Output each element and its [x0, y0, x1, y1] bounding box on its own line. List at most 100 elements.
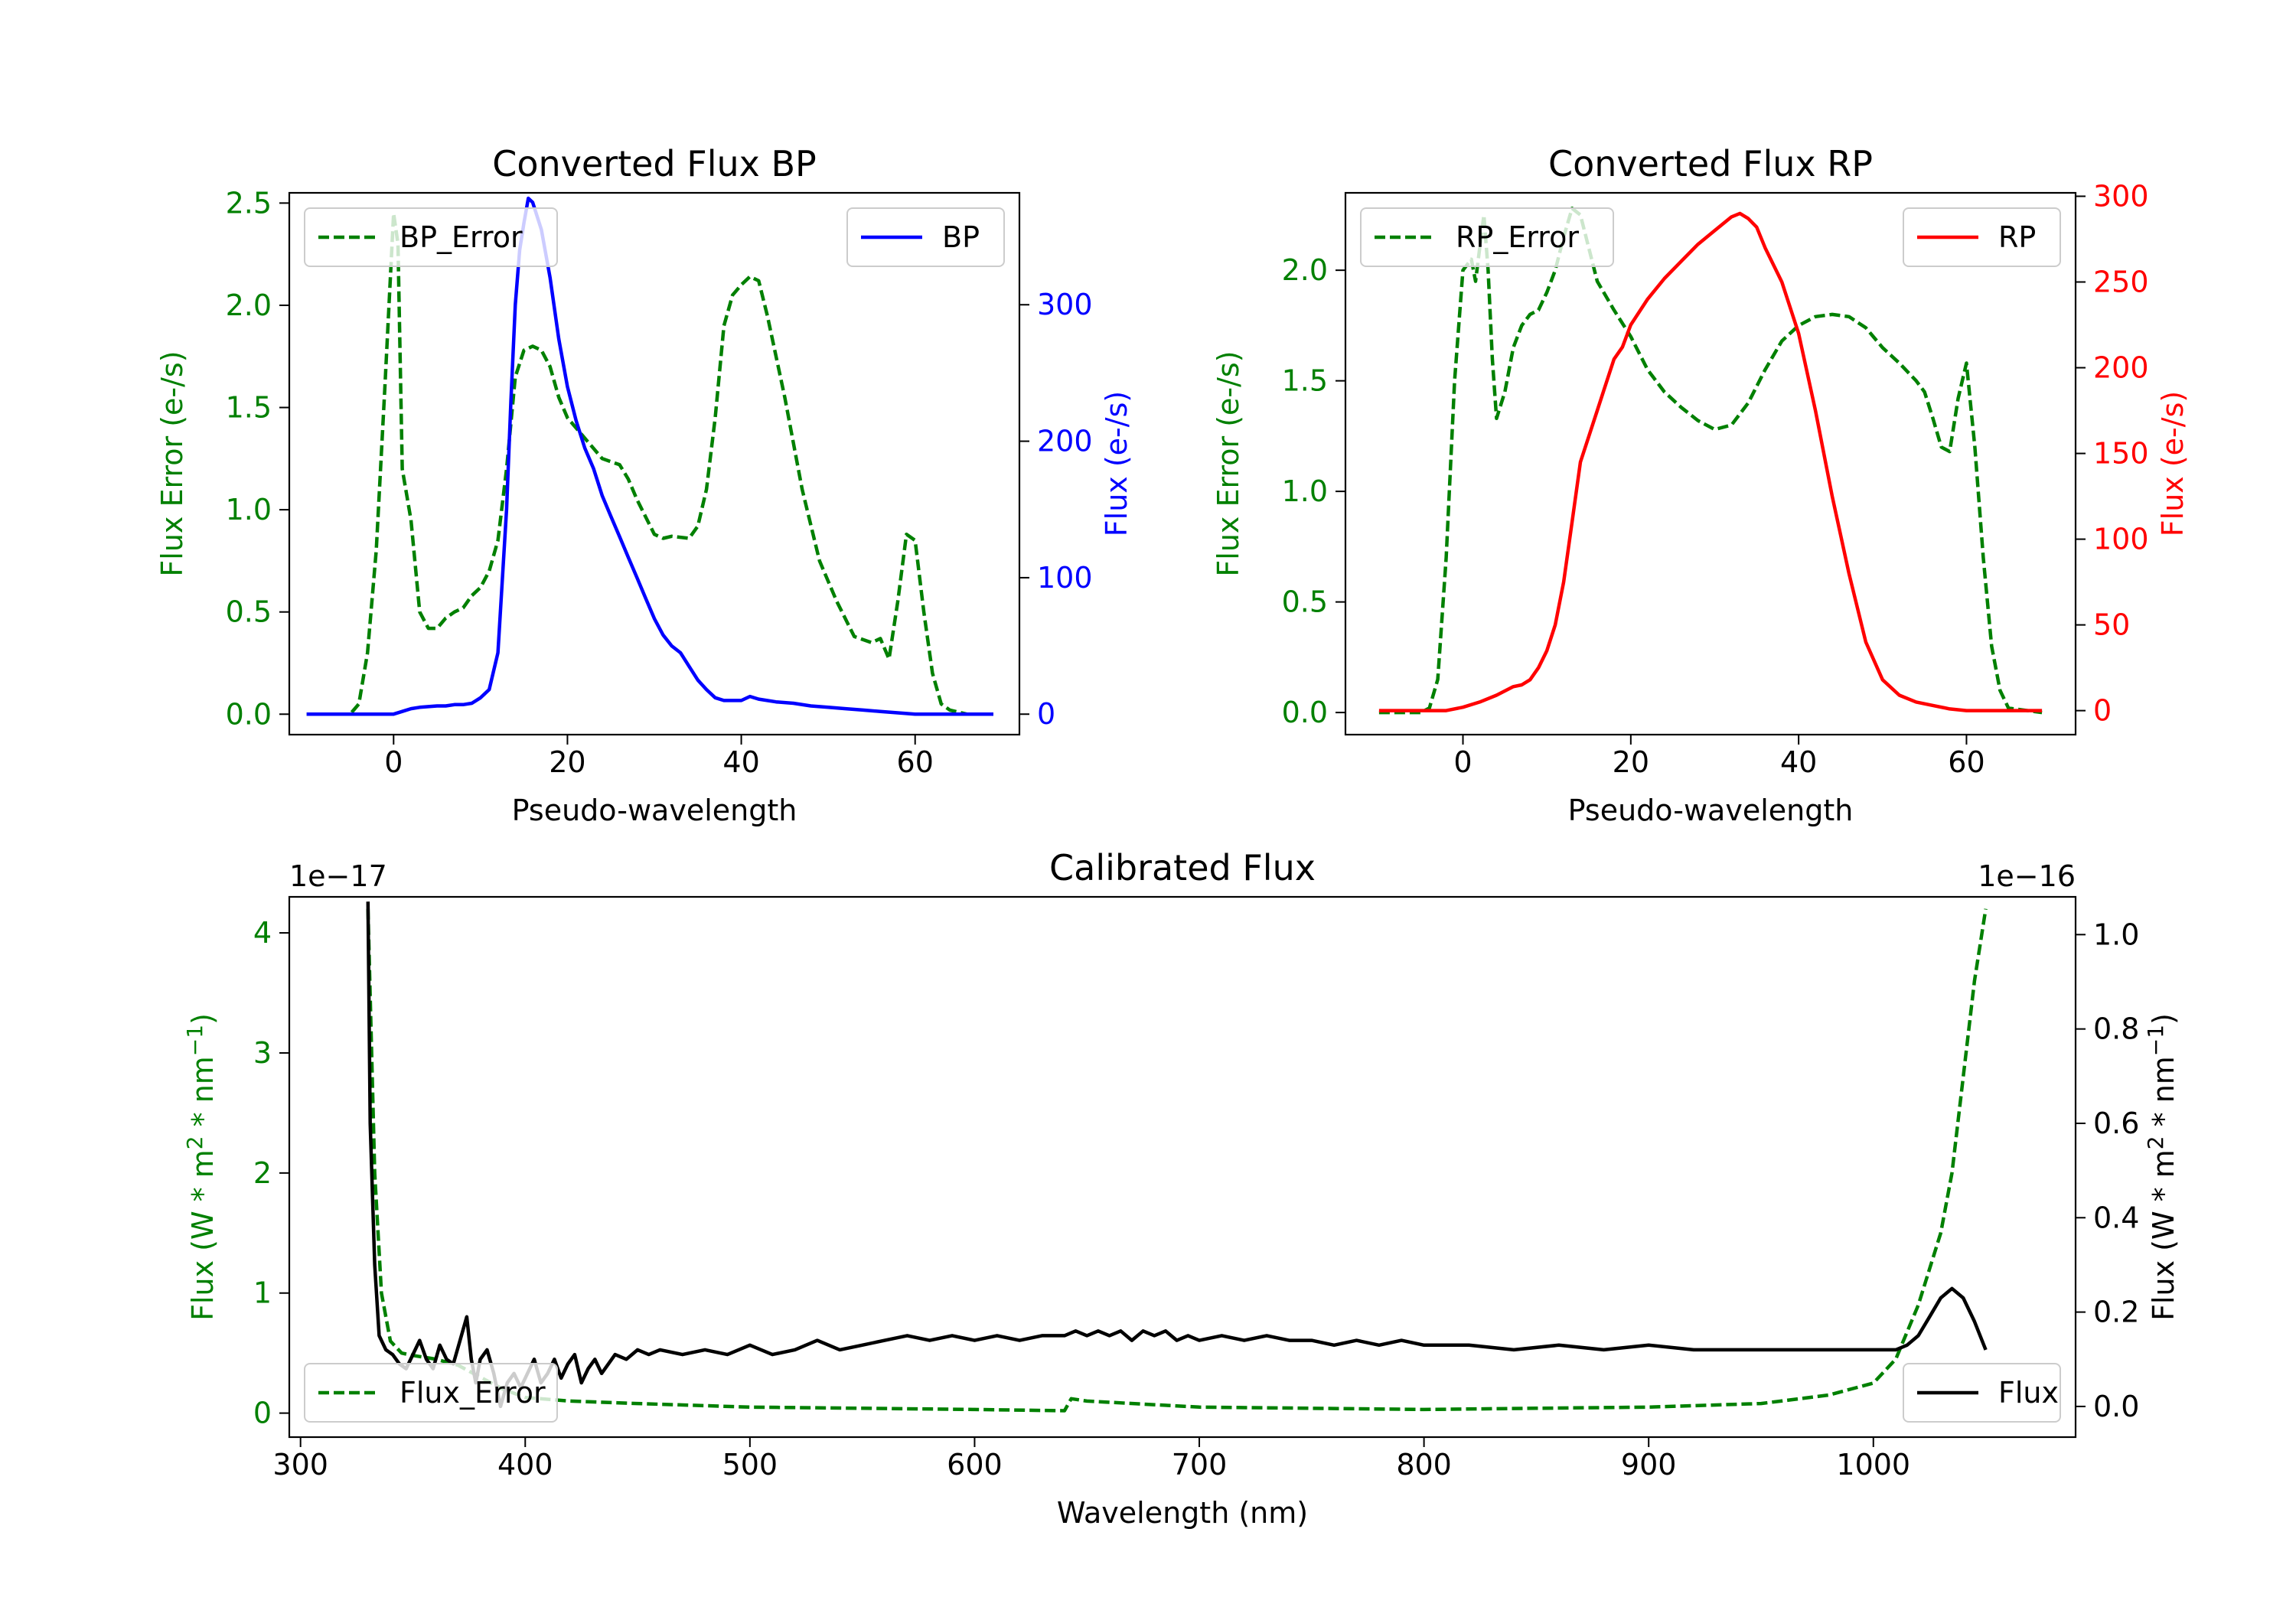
- legend-box: [1903, 1363, 2061, 1423]
- x-tick-label: 40: [722, 745, 759, 779]
- left-y-tick-label: 0.5: [1282, 585, 1328, 619]
- series-line-flux: [366, 901, 1988, 1409]
- label-superscript: −1: [182, 1025, 207, 1056]
- left-y-axis-label: Flux Error (e-/s): [1212, 350, 1245, 576]
- right-y-tick-label: 0: [2093, 694, 2112, 728]
- series-line-bp-error: [306, 211, 993, 716]
- legend-label: RP: [1998, 220, 2036, 254]
- right-y-tick-label: 0: [1037, 697, 1055, 731]
- axes-frame: [288, 895, 2077, 1439]
- legend-box: [1360, 207, 1614, 267]
- legend-box: [304, 1363, 558, 1423]
- label-part: * nm: [2147, 1056, 2180, 1136]
- left-y-tick-label: 1.5: [1282, 364, 1328, 398]
- left-y-axis-label: Flux (W * m2 * nm−1): [182, 1013, 220, 1321]
- legend-flux-error: Flux_Error: [304, 1363, 558, 1423]
- legend-box: [846, 207, 1005, 267]
- label-part: Flux (W * m: [2147, 1149, 2180, 1321]
- label-part: * nm: [186, 1056, 220, 1136]
- label-part: ): [2147, 1013, 2180, 1025]
- label-superscript: 2: [2143, 1136, 2168, 1149]
- right-y-tick-label: 0.4: [2093, 1201, 2139, 1234]
- x-axis-label: Pseudo-wavelength: [1568, 794, 1854, 827]
- label-part: Flux (W * m: [186, 1149, 220, 1321]
- right-y-tick-label: 1.0: [2093, 918, 2139, 951]
- legend-label: RP_Error: [1456, 220, 1579, 254]
- right-axis-multiplier: 1e−16: [1978, 859, 2076, 893]
- right-y-tick-label: 50: [2093, 608, 2130, 642]
- left-y-tick-label: 0.0: [1282, 696, 1328, 729]
- axes-frame: [1344, 191, 2077, 736]
- left-y-tick-label: 0.5: [226, 595, 272, 629]
- panel-converted-flux-bp: Converted Flux BP 0 20 40 60 Pseudo-wavelengt…: [155, 143, 1133, 827]
- panel-converted-flux-rp: Converted Flux RP 0 20 40 60 Pseudo-wavelengt…: [1212, 143, 2190, 827]
- right-y-axis-label: Flux (e-/s): [2156, 391, 2190, 536]
- legend-flux: Flux: [1903, 1363, 2061, 1423]
- label-superscript: −1: [2143, 1025, 2168, 1056]
- left-y-tick-label: 4: [253, 916, 272, 950]
- label-part: ): [186, 1013, 220, 1025]
- axes-frame: [288, 191, 1021, 736]
- legend-box: [304, 207, 558, 267]
- x-tick-label: 900: [1621, 1448, 1677, 1482]
- left-y-tick-label: 0.0: [226, 697, 272, 731]
- x-tick-label: 60: [897, 745, 934, 779]
- left-y-tick-label: 2: [253, 1156, 272, 1190]
- legend-label: Flux: [1998, 1376, 2059, 1410]
- x-axis-label: Wavelength (nm): [1057, 1496, 1308, 1530]
- panel-calibrated-flux: Calibrated Flux 300 400 500 600 700 800 900 1000…: [182, 847, 2180, 1530]
- x-tick-label: 0: [384, 745, 403, 779]
- right-y-tick-label: 200: [1037, 425, 1093, 458]
- legend-label: BP: [942, 220, 980, 254]
- legend-bp: BP: [846, 207, 1005, 267]
- x-tick-label: 0: [1453, 745, 1472, 779]
- right-y-tick-label: 300: [2093, 179, 2149, 213]
- x-tick-label: 20: [1613, 745, 1649, 779]
- x-axis-label: Pseudo-wavelength: [512, 794, 797, 827]
- label-superscript: 2: [182, 1136, 207, 1149]
- legend-box: [1903, 207, 2061, 267]
- series-line-rp: [1378, 211, 2043, 712]
- x-tick-label: 800: [1396, 1448, 1452, 1482]
- left-y-tick-label: 2.5: [226, 186, 272, 220]
- x-tick-label: 400: [497, 1448, 553, 1482]
- right-y-tick-label: 100: [2093, 523, 2149, 556]
- right-y-axis-label: Flux (W * m2 * nm−1): [2143, 1013, 2180, 1321]
- x-tick-label: 40: [1780, 745, 1817, 779]
- chart-title: Converted Flux BP: [492, 143, 817, 184]
- left-y-tick-label: 2.0: [226, 288, 272, 322]
- right-y-tick-label: 0.0: [2093, 1390, 2139, 1423]
- right-y-tick-label: 100: [1037, 561, 1093, 595]
- legend-rp-error: RP_Error: [1360, 207, 1614, 267]
- right-y-axis-label: Flux (e-/s): [1100, 391, 1133, 536]
- left-y-tick-label: 1: [253, 1276, 272, 1310]
- left-y-tick-label: 1.0: [226, 493, 272, 526]
- left-y-axis-label: Flux Error (e-/s): [155, 350, 189, 576]
- chart-title: Calibrated Flux: [1049, 847, 1316, 888]
- x-tick-label: 1000: [1836, 1448, 1910, 1482]
- right-y-tick-label: 150: [2093, 437, 2149, 471]
- left-y-tick-label: 3: [253, 1036, 272, 1070]
- legend-bp-error: BP_Error: [304, 207, 558, 267]
- x-tick-label: 300: [272, 1448, 328, 1482]
- right-y-tick-label: 200: [2093, 351, 2149, 385]
- x-tick-label: 20: [549, 745, 585, 779]
- left-y-tick-label: 1.5: [226, 391, 272, 425]
- x-tick-label: 60: [1948, 745, 1985, 779]
- right-y-tick-label: 0.2: [2093, 1296, 2139, 1329]
- left-y-tick-label: 2.0: [1282, 253, 1328, 287]
- right-y-tick-label: 250: [2093, 266, 2149, 299]
- x-tick-label: 700: [1172, 1448, 1228, 1482]
- left-y-tick-label: 0: [253, 1397, 272, 1430]
- left-y-tick-label: 1.0: [1282, 474, 1328, 508]
- right-y-tick-label: 300: [1037, 288, 1093, 321]
- x-tick-label: 500: [722, 1448, 778, 1482]
- left-axis-multiplier: 1e−17: [289, 859, 387, 893]
- series-line-bp: [306, 196, 993, 716]
- right-y-tick-label: 0.8: [2093, 1012, 2139, 1046]
- legend-label: Flux_Error: [400, 1376, 546, 1410]
- legend-rp: RP: [1903, 207, 2061, 267]
- chart-title: Converted Flux RP: [1548, 143, 1873, 184]
- legend-label: BP_Error: [400, 220, 523, 254]
